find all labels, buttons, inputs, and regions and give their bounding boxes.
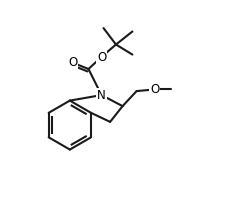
Text: O: O [68, 56, 77, 69]
Text: N: N [97, 89, 106, 102]
Text: O: O [97, 51, 107, 64]
Text: O: O [150, 83, 159, 96]
